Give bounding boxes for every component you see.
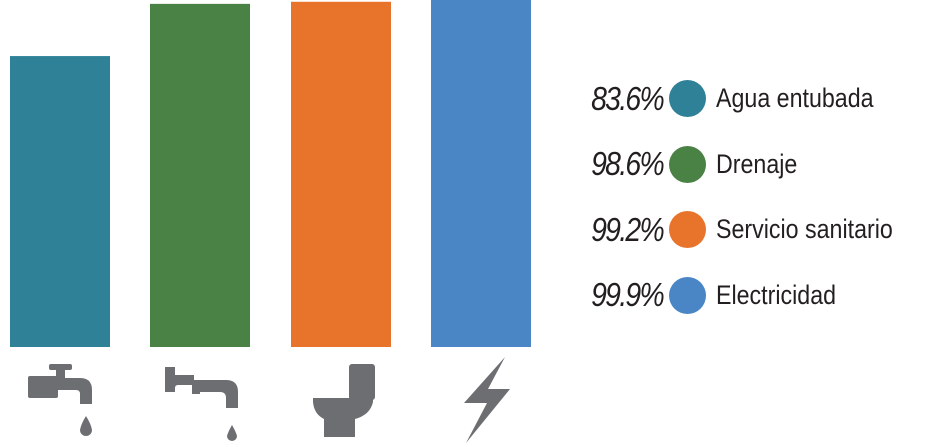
legend-label: Servicio sanitario (716, 214, 893, 244)
legend-label: Electricidad (716, 279, 837, 310)
legend-swatch (669, 145, 706, 183)
legend-item: 98.6% Drenaje (560, 145, 922, 183)
lightning-icon (464, 357, 510, 443)
legend-label: Drenaje (716, 148, 798, 179)
bar-agua-entubada (10, 56, 110, 348)
legend-value: 99.9% (591, 276, 665, 313)
legend-value: 98.6% (591, 145, 665, 182)
bar-drenaje (150, 3, 250, 347)
legend-value: 99.2% (591, 210, 665, 248)
bar-electricidad (431, 0, 531, 348)
legend-label: Agua entubada (716, 83, 874, 113)
toilet-icon (313, 364, 375, 437)
legend-swatch (669, 211, 706, 248)
legend-value: 83.6% (591, 79, 665, 117)
legend-item: 99.2% Servicio sanitario (560, 211, 922, 248)
legend-swatch (669, 276, 706, 314)
drain-pipe-icon (165, 367, 238, 441)
legend-item: 83.6% Agua entubada (560, 80, 922, 117)
legend-item: 99.9% Electricidad (560, 276, 922, 314)
faucet-icon (28, 364, 92, 436)
bars-group (10, 0, 531, 348)
legend: 83.6% Agua entubada 98.6% Drenaje 99.2% … (560, 80, 922, 342)
legend-swatch (669, 80, 706, 117)
bar-servicio-sanitario (291, 1, 391, 348)
